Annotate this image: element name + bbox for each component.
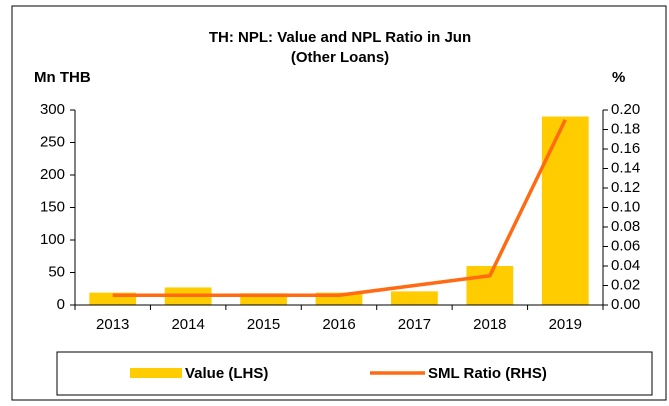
y2-tick-label: 0.12 [611, 179, 640, 196]
y-tick-label: 150 [40, 198, 65, 215]
x-tick-label: 2014 [171, 316, 204, 333]
y2-tick-label: 0.14 [611, 159, 640, 176]
x-tick-label: 2018 [473, 316, 506, 333]
y2-tick-label: 0.00 [611, 296, 640, 313]
x-tick-label: 2016 [322, 316, 355, 333]
y2-tick-label: 0.16 [611, 140, 640, 157]
bar [391, 291, 438, 305]
y2-tick-label: 0.06 [611, 237, 640, 254]
line [112, 118, 567, 297]
y2-tick-label: 0.10 [611, 198, 640, 215]
y-tick-label: 100 [40, 231, 65, 248]
y-tick-label: 0 [57, 296, 65, 313]
legend-swatch [130, 368, 182, 378]
y2-axis-label: % [612, 69, 625, 86]
y-tick-label: 250 [40, 133, 65, 150]
legend-box [56, 351, 653, 396]
x-tick-label: 2015 [247, 316, 280, 333]
x-tick-label: 2013 [96, 316, 129, 333]
chart-title: TH: NPL: Value and NPL Ratio in Jun [209, 29, 471, 46]
y2-tick-label: 0.04 [611, 257, 640, 274]
x-tick-label: 2019 [549, 316, 582, 333]
bar [240, 293, 287, 305]
legend-label: SML Ratio (RHS) [428, 365, 547, 382]
chart-title: (Other Loans) [291, 49, 389, 66]
y-tick-label: 50 [48, 263, 65, 280]
bar [541, 116, 589, 305]
y2-tick-label: 0.08 [611, 218, 640, 235]
y2-tick-label: 0.20 [611, 101, 640, 118]
y-axis-label: Mn THB [34, 69, 91, 86]
y-tick-label: 200 [40, 166, 65, 183]
y2-tick-label: 0.18 [611, 120, 640, 137]
legend-label: Value (LHS) [185, 365, 268, 382]
x-tick-label: 2017 [398, 316, 431, 333]
y-tick-label: 300 [40, 101, 65, 118]
y2-tick-label: 0.02 [611, 276, 640, 293]
